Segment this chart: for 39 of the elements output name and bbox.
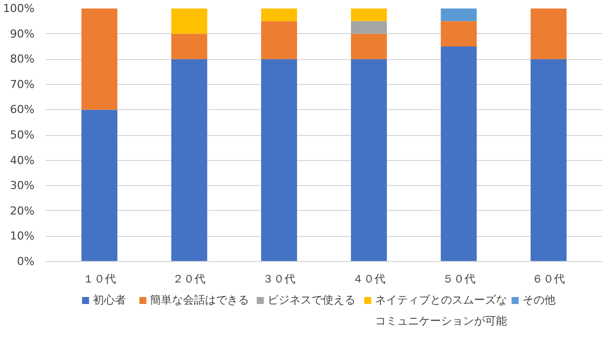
x-tick-label: ６０代	[532, 272, 566, 286]
y-tick-label: 60%	[10, 103, 35, 116]
bar	[171, 59, 208, 262]
x-tick-label: ４０代	[352, 272, 386, 286]
y-tick-label: 50%	[10, 128, 35, 142]
y-tick-label: 70%	[10, 78, 35, 91]
y-tick-label: 40%	[10, 154, 35, 167]
y-tick-label: 90%	[10, 27, 35, 40]
bar	[171, 34, 208, 60]
bar	[350, 21, 387, 34]
bar	[350, 59, 387, 262]
y-tick-label: 30%	[10, 179, 35, 192]
legend-label: ネイティブとのスムーズなコミュニケーションが可能	[374, 294, 507, 328]
legend-label: 初心者	[92, 294, 126, 306]
y-tick-label: 80%	[10, 52, 35, 66]
bar	[171, 8, 208, 34]
legend-label: その他	[522, 294, 556, 306]
bar	[81, 110, 118, 262]
x-tick-label: ２０代	[172, 272, 206, 286]
x-tick-label: ５０代	[442, 272, 476, 286]
bar	[261, 21, 298, 60]
legend-label: 簡単な会話はできる	[150, 294, 250, 306]
bar	[81, 8, 118, 110]
bar	[261, 59, 298, 262]
bar	[440, 21, 477, 46]
bar	[440, 8, 477, 22]
bar	[440, 46, 477, 262]
x-tick-label: ３０代	[262, 272, 296, 286]
bar	[530, 59, 567, 262]
legend-label: ビジネスで使える	[268, 294, 356, 306]
y-tick-label: 100%	[3, 2, 35, 15]
bar	[350, 8, 387, 22]
bar	[530, 8, 567, 60]
y-tick-label: 10%	[10, 230, 35, 243]
y-tick-label: 0%	[17, 255, 34, 268]
bar	[350, 34, 387, 60]
bar	[261, 8, 298, 22]
x-tick-label: １０代	[82, 272, 116, 286]
y-tick-label: 20%	[10, 204, 35, 218]
